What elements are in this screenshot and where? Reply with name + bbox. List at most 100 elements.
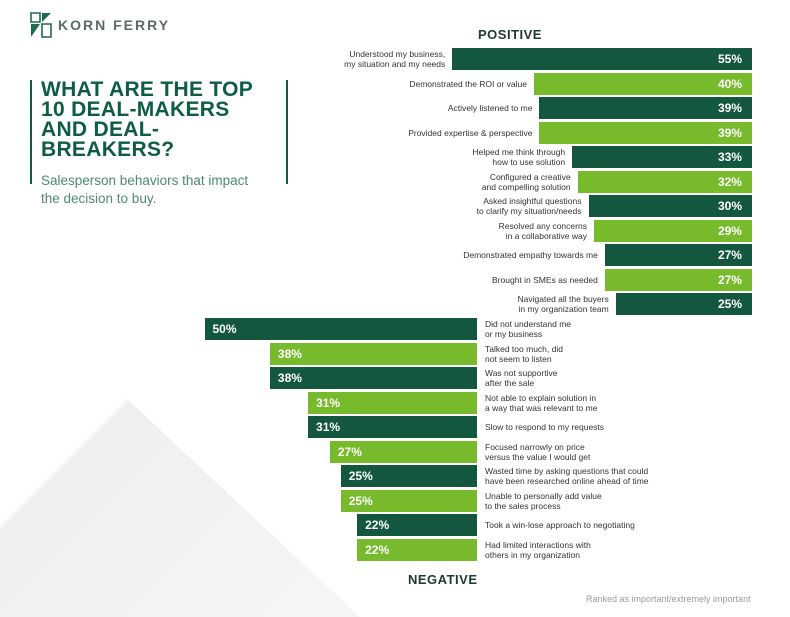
- negative-bar: 38%: [269, 342, 477, 365]
- category-label-line: to clarify my situation/needs: [476, 206, 582, 216]
- negative-bar-value: 25%: [348, 493, 373, 508]
- negative-bar: 31%: [308, 416, 477, 438]
- category-label-line: Talked too much, did: [485, 343, 563, 354]
- positive-bar: 39%: [539, 97, 752, 119]
- category-label-line: Took a win-lose approach to negotiating: [485, 520, 635, 530]
- negative-bar: 25%: [340, 465, 477, 487]
- category-label-line: Demonstrated empathy towards me: [463, 250, 598, 260]
- category-label-line: my situation and my needs: [344, 59, 446, 69]
- negative-bar-value: 25%: [348, 469, 373, 483]
- positive-bar: 33%: [572, 146, 752, 168]
- positive-bar-value: 30%: [717, 199, 742, 213]
- category-label-line: Unable to personally add value: [485, 490, 602, 501]
- positive-category-label: Configured a creative and compelling solu…: [482, 170, 571, 194]
- positive-bar: 27%: [604, 244, 752, 266]
- category-label-line: after the sale: [485, 378, 535, 388]
- footnote: Ranked as important/extremely important: [586, 594, 751, 604]
- positive-bar: 29%: [593, 219, 752, 242]
- page-title: WHAT ARE THE TOP 10 DEAL-MAKERS AND DEAL…: [41, 78, 286, 161]
- negative-category-label: Had limited interactions with others in m…: [485, 538, 591, 562]
- subtitle-line: Salesperson behaviors that impact: [41, 173, 249, 188]
- positive-category-label: Provided expertise & perspective: [408, 121, 532, 145]
- title-line: WHAT ARE THE TOP: [41, 78, 254, 101]
- negative-bar-value: 31%: [316, 420, 341, 434]
- negative-bar: 31%: [308, 391, 477, 414]
- positive-category-label: Understood my business, my situation and …: [344, 47, 445, 71]
- positive-bar-value: 25%: [717, 297, 742, 311]
- korn-ferry-logo-icon: [30, 12, 52, 38]
- negative-bar-value: 31%: [316, 395, 341, 410]
- negative-bar-value: 27%: [337, 444, 362, 459]
- category-label-line: Not able to explain solution in: [485, 392, 597, 403]
- negative-bar: 22%: [357, 538, 477, 561]
- positive-bar: 30%: [588, 195, 752, 217]
- negative-category-label: Took a win-lose approach to negotiating: [485, 513, 635, 537]
- negative-category-label: Focused narrowly on price versus the valu…: [485, 440, 590, 464]
- category-label-line: Asked insightful questions: [483, 196, 582, 206]
- category-label-line: in my organization team: [518, 304, 609, 314]
- category-label-line: Resolved any concerns: [498, 220, 587, 231]
- title-line: 10 DEAL-MAKERS: [41, 98, 230, 121]
- category-label-line: Had limited interactions with: [485, 539, 591, 550]
- category-label-line: others in my organization: [485, 549, 580, 560]
- page-subtitle: Salesperson behaviors that impact the de…: [41, 172, 286, 208]
- positive-bar-value: 33%: [717, 150, 742, 164]
- positive-category-label: Demonstrated empathy towards me: [463, 243, 598, 267]
- positive-bar: 39%: [539, 121, 752, 144]
- negative-bar-value: 38%: [277, 371, 302, 385]
- negative-category-label: Unable to personally add value to the sal…: [485, 489, 602, 513]
- category-label-line: a way that was relevant to me: [485, 402, 598, 413]
- positive-bar-value: 27%: [717, 272, 742, 287]
- positive-category-label: Asked insightful questions to clarify my …: [477, 194, 582, 218]
- category-label-line: Focused narrowly on price: [485, 441, 585, 452]
- negative-bar-value: 22%: [365, 542, 390, 557]
- negative-category-label: Not able to explain solution in a way tha…: [485, 391, 597, 415]
- category-label-line: Brought in SMEs as needed: [492, 274, 598, 285]
- negative-category-label: Did not understand me or my business: [485, 317, 571, 341]
- brand-name: KORN FERRY: [58, 17, 171, 33]
- category-label-line: Understood my business,: [349, 49, 446, 59]
- category-label-line: or my business: [485, 329, 543, 339]
- category-label-line: to the sales process: [485, 500, 561, 511]
- negative-bar: 38%: [269, 367, 477, 389]
- negative-category-label: Was not supportive after the sale: [485, 366, 557, 390]
- positive-bar: 55%: [452, 48, 752, 70]
- negative-bar-value: 38%: [277, 346, 302, 361]
- category-label-line: Demonstrated the ROI or value: [409, 78, 527, 89]
- negative-category-label: Wasted time by asking questions that cou…: [485, 464, 649, 488]
- subtitle-line: the decision to buy.: [41, 191, 157, 206]
- positive-bar: 32%: [577, 170, 752, 193]
- category-label-line: Actively listened to me: [447, 103, 533, 113]
- positive-category-label: Navigated all the buyers in my organizati…: [518, 292, 609, 316]
- title-block: WHAT ARE THE TOP 10 DEAL-MAKERS AND DEAL…: [30, 78, 288, 206]
- category-label-line: Helped me think through: [472, 147, 566, 157]
- category-label-line: Did not understand me: [485, 319, 571, 329]
- positive-bar-value: 27%: [717, 248, 742, 262]
- negative-category-label: Slow to respond to my requests: [485, 415, 604, 439]
- category-label-line: how to use solution: [492, 157, 566, 167]
- category-label-line: Wasted time by asking questions that cou…: [485, 466, 649, 476]
- category-label-line: in a collaborative way: [505, 230, 587, 241]
- positive-bar-value: 29%: [717, 223, 742, 238]
- positive-category-label: Actively listened to me: [448, 96, 533, 120]
- negative-bar: 27%: [329, 440, 477, 463]
- positive-category-label: Demonstrated the ROI or value: [409, 72, 527, 96]
- positive-category-label: Brought in SMEs as needed: [492, 268, 598, 292]
- positive-bar-value: 40%: [717, 76, 742, 91]
- category-label-line: and compelling solution: [481, 181, 571, 192]
- category-label-line: Slow to respond to my requests: [485, 422, 605, 432]
- category-label-line: Navigated all the buyers: [517, 294, 609, 304]
- negative-heading: NEGATIVE: [408, 572, 478, 587]
- positive-category-label: Helped me think through how to use soluti…: [473, 145, 566, 169]
- category-label-line: not seem to listen: [485, 353, 552, 364]
- category-label-line: Configured a creative: [489, 171, 571, 182]
- category-label-line: Was not supportive: [485, 368, 558, 378]
- positive-bar: 27%: [604, 268, 752, 291]
- category-label-line: have been researched online ahead of tim…: [485, 476, 649, 486]
- negative-bar: 25%: [340, 489, 477, 512]
- positive-bar-value: 39%: [717, 101, 742, 115]
- positive-bar-value: 32%: [717, 174, 742, 189]
- title-line: AND DEAL-BREAKERS?: [41, 118, 175, 161]
- negative-bar-value: 50%: [212, 322, 237, 336]
- positive-bar-value: 55%: [717, 52, 742, 66]
